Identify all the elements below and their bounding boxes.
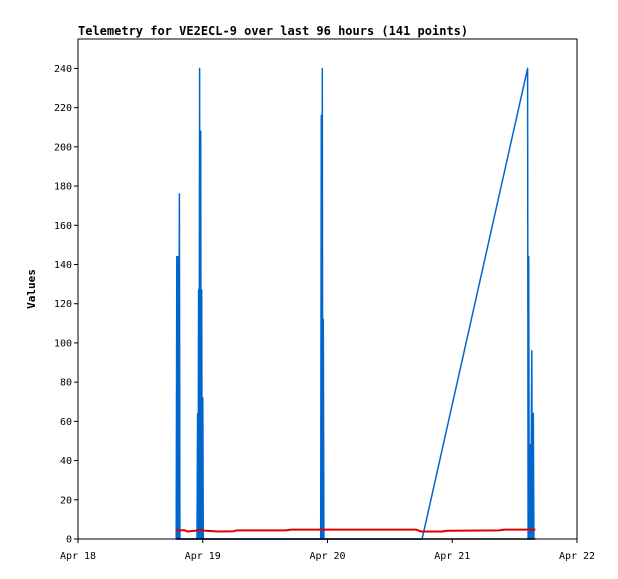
x-tick-label: Apr 18 [60, 551, 96, 562]
y-tick-label: 100 [54, 338, 72, 349]
y-tick-label: 120 [54, 299, 72, 310]
x-tick-label: Apr 19 [185, 551, 221, 562]
y-axis: 0 20 40 60 80 100 120 140 160 180 200 220 240 [54, 64, 78, 546]
y-tick-label: 80 [60, 378, 72, 389]
y-tick-label: 20 [60, 495, 72, 506]
y-tick-label: 160 [54, 221, 72, 232]
y-tick-label: 140 [54, 260, 72, 271]
y-tick-label: 200 [54, 142, 72, 153]
x-tick-label: Apr 22 [559, 551, 595, 562]
y-tick-label: 220 [54, 103, 72, 114]
chart-title: Telemetry for VE2ECL-9 over last 96 hour… [78, 24, 468, 38]
y-axis-label: Values [25, 269, 38, 309]
x-axis: Apr 18 Apr 19 Apr 20 Apr 21 Apr 22 [60, 539, 595, 562]
y-tick-label: 40 [60, 456, 72, 467]
series-line-1 [175, 67, 535, 540]
y-tick-label: 240 [54, 64, 72, 75]
y-tick-label: 0 [66, 535, 72, 546]
series-layer [175, 67, 536, 540]
x-tick-label: Apr 20 [309, 551, 345, 562]
y-tick-label: 60 [60, 417, 72, 428]
y-tick-label: 180 [54, 182, 72, 193]
series-line-2 [175, 528, 536, 533]
plot-area [77, 38, 578, 540]
x-tick-label: Apr 21 [434, 551, 470, 562]
